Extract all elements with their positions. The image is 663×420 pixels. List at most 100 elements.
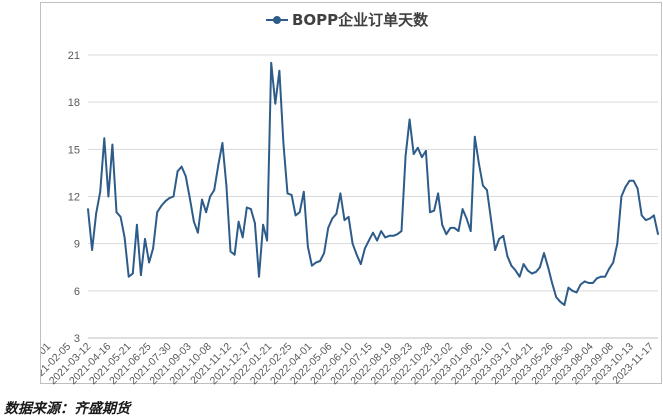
data-point xyxy=(376,239,378,242)
data-point xyxy=(278,69,281,72)
data-point xyxy=(412,153,415,155)
data-point xyxy=(351,242,354,245)
y-tick-label: 9 xyxy=(74,239,80,251)
data-point xyxy=(188,197,191,199)
legend: BOPP企业订单天数 xyxy=(266,11,429,29)
data-point xyxy=(591,282,594,284)
data-point xyxy=(612,261,615,264)
data-point xyxy=(408,118,411,121)
data-point xyxy=(229,250,232,253)
data-point xyxy=(172,195,175,198)
legend-label: BOPP企业订单天数 xyxy=(292,11,429,29)
data-point xyxy=(482,184,484,187)
data-point xyxy=(282,142,285,144)
data-point xyxy=(608,267,611,270)
data-point xyxy=(237,220,240,223)
data-point xyxy=(221,142,224,144)
legend-dot-marker xyxy=(273,16,281,24)
data-point xyxy=(156,211,159,214)
data-point xyxy=(180,165,183,168)
data-point xyxy=(339,192,342,195)
data-point xyxy=(119,216,122,218)
data-point xyxy=(294,214,297,217)
y-tick-label: 12 xyxy=(68,192,80,204)
data-point xyxy=(127,275,130,278)
data-point xyxy=(486,189,488,192)
data-point xyxy=(534,271,537,273)
data-point xyxy=(176,170,179,173)
data-point xyxy=(648,217,651,220)
data-point xyxy=(632,179,635,182)
data-point xyxy=(290,194,293,196)
data-point xyxy=(184,175,187,177)
data-point xyxy=(258,275,260,278)
data-point xyxy=(437,192,440,195)
data-point xyxy=(644,219,647,221)
data-point xyxy=(583,280,586,283)
y-tick-label: 21 xyxy=(68,50,80,62)
y-tick-label: 6 xyxy=(74,286,80,298)
data-point xyxy=(469,230,472,232)
data-point xyxy=(343,219,346,221)
data-point xyxy=(355,253,358,256)
data-point xyxy=(107,195,110,198)
data-point xyxy=(87,208,89,210)
data-point xyxy=(449,227,452,229)
data-point xyxy=(225,184,228,187)
data-point xyxy=(604,275,606,278)
data-point xyxy=(270,61,273,64)
data-point xyxy=(99,190,102,193)
data-point xyxy=(140,274,142,277)
data-point xyxy=(311,264,313,267)
data-point xyxy=(380,230,383,232)
data-point xyxy=(461,208,464,210)
data-point xyxy=(653,214,655,217)
data-point xyxy=(152,247,155,250)
data-point xyxy=(636,187,639,190)
data-point xyxy=(494,249,497,251)
data-point xyxy=(384,236,387,239)
data-point xyxy=(302,190,305,193)
data-point xyxy=(530,272,533,275)
data-point xyxy=(217,164,220,166)
data-point xyxy=(335,212,338,215)
y-tick-label: 15 xyxy=(68,144,80,156)
data-point xyxy=(518,275,521,278)
data-point xyxy=(400,230,403,232)
data-point xyxy=(490,219,492,221)
data-point xyxy=(298,211,301,214)
data-point xyxy=(498,238,501,240)
data-point xyxy=(640,214,643,217)
data-point xyxy=(160,205,163,207)
data-point xyxy=(420,156,423,159)
source-note: 数据来源：齐盛期货 xyxy=(4,401,130,417)
gridlines xyxy=(88,54,658,339)
data-point xyxy=(205,211,207,214)
data-point xyxy=(563,304,566,306)
data-point xyxy=(522,263,525,266)
data-point xyxy=(559,300,562,303)
data-point xyxy=(327,227,330,229)
data-point xyxy=(323,252,326,255)
data-point xyxy=(587,282,590,284)
series-layer xyxy=(87,61,659,306)
y-tick-label: 3 xyxy=(74,333,80,345)
data-point xyxy=(144,238,146,240)
data-point xyxy=(319,260,321,262)
data-point xyxy=(123,236,126,239)
data-point xyxy=(91,249,93,251)
data-point xyxy=(115,211,118,214)
data-point xyxy=(131,272,134,275)
data-point xyxy=(286,192,289,195)
data-point xyxy=(392,234,395,237)
data-point xyxy=(164,200,167,203)
data-point xyxy=(575,291,578,294)
data-point xyxy=(539,266,541,269)
data-point xyxy=(510,264,513,267)
data-point xyxy=(209,195,212,198)
data-point xyxy=(506,255,509,258)
data-point xyxy=(433,209,435,212)
data-point xyxy=(555,296,558,299)
data-point xyxy=(502,234,505,237)
data-point xyxy=(197,231,199,234)
